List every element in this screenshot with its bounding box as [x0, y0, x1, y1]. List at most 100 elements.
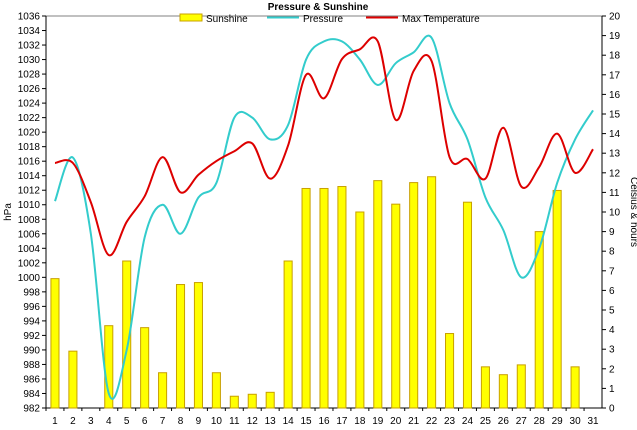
right-tick-label: 4	[609, 325, 615, 336]
left-tick-label: 1036	[18, 12, 41, 23]
right-tick-label: 6	[609, 286, 615, 297]
sunshine-bar	[552, 189, 562, 409]
right-tick-label: 10	[609, 208, 621, 219]
right-tick-label: 14	[609, 129, 621, 140]
sunshine-bar	[427, 176, 437, 409]
left-tick-label: 1016	[18, 157, 41, 168]
left-tick-label: 994	[23, 316, 40, 327]
x-tick-label: 24	[462, 416, 474, 427]
left-tick-label: 990	[23, 345, 40, 356]
x-tick-label: 21	[408, 416, 420, 427]
left-tick-label: 1028	[18, 70, 41, 81]
sunshine-bar	[68, 350, 78, 409]
x-tick-label: 23	[444, 416, 456, 427]
sunshine-bar	[391, 203, 401, 409]
left-tick-label: 1004	[18, 244, 41, 255]
sunshine-bar	[462, 201, 473, 409]
x-tick-label: 31	[587, 416, 599, 427]
right-tick-label: 3	[609, 345, 615, 356]
right-tick-label: 17	[609, 70, 621, 81]
sunshine-bar	[247, 393, 257, 409]
left-tick-label: 1022	[18, 113, 41, 124]
x-tick-label: 18	[354, 416, 366, 427]
x-tick-label: 30	[570, 416, 582, 427]
right-tick-label: 12	[609, 168, 621, 179]
sunshine-bar	[50, 278, 60, 409]
left-tick-label: 996	[23, 302, 40, 313]
left-tick-label: 1014	[18, 171, 41, 182]
right-tick-label: 16	[609, 90, 621, 101]
sunshine-bar	[193, 282, 203, 409]
x-tick-label: 2	[70, 416, 76, 427]
left-tick-label: 1012	[18, 186, 41, 197]
sunshine-bar	[211, 372, 221, 409]
legend-pressure-label: Pressure	[303, 14, 343, 25]
left-tick-label: 1008	[18, 215, 41, 226]
left-tick-label: 1018	[18, 142, 41, 153]
x-tick-label: 5	[124, 416, 130, 427]
left-tick-label: 1026	[18, 84, 41, 95]
left-tick-label: 984	[23, 389, 40, 400]
left-tick-label: 1020	[18, 128, 41, 139]
right-tick-label: 19	[609, 31, 621, 42]
legend-sunshine-swatch	[179, 13, 203, 22]
right-tick-label: 2	[609, 364, 615, 375]
left-tick-label: 1010	[18, 200, 41, 211]
legend-sunshine-label: Sunshine	[206, 14, 248, 25]
x-tick-label: 1	[52, 416, 58, 427]
right-axis-title: Celsius & hours	[628, 177, 637, 247]
right-tick-label: 7	[609, 266, 615, 277]
right-tick-label: 1	[609, 384, 615, 395]
right-tick-label: 11	[609, 188, 620, 199]
sunshine-bar	[445, 333, 455, 409]
sunshine-bar	[319, 187, 329, 409]
x-tick-label: 10	[211, 416, 223, 427]
x-tick-label: 26	[498, 416, 510, 427]
pressure-line	[54, 34, 594, 400]
left-tick-label: 1034	[18, 26, 41, 37]
left-tick-label: 992	[23, 331, 40, 342]
right-tick-label: 5	[609, 306, 615, 317]
left-tick-label: 988	[23, 360, 40, 371]
x-tick-label: 20	[390, 416, 402, 427]
x-tick-label: 9	[196, 416, 202, 427]
x-tick-label: 17	[336, 416, 348, 427]
sunshine-bar	[480, 366, 490, 409]
right-tick-label: 15	[609, 110, 621, 121]
sunshine-bar	[498, 374, 508, 409]
x-tick-label: 13	[265, 416, 277, 427]
sunshine-bar	[175, 284, 186, 409]
left-tick-label: 1000	[18, 273, 41, 284]
left-tick-label: 998	[23, 287, 40, 298]
sunshine-bar	[409, 182, 419, 409]
x-tick-label: 3	[88, 416, 94, 427]
left-tick-label: 982	[23, 404, 40, 415]
legend-max-temperature-label: Max Temperature	[402, 14, 480, 25]
sunshine-bar	[355, 211, 365, 409]
right-tick-label: 20	[609, 12, 621, 23]
x-tick-label: 11	[229, 416, 240, 427]
sunshine-bar	[229, 395, 239, 409]
right-tick-label: 0	[609, 404, 615, 415]
sunshine-bar	[301, 187, 311, 409]
left-tick-label: 1030	[18, 55, 41, 66]
x-tick-label: 16	[318, 416, 330, 427]
sunshine-bar	[373, 180, 383, 409]
x-tick-label: 22	[426, 416, 438, 427]
sunshine-bar	[570, 366, 580, 409]
x-tick-label: 25	[480, 416, 492, 427]
sunshine-bar	[140, 327, 150, 409]
x-tick-label: 12	[247, 416, 259, 427]
right-tick-label: 8	[609, 247, 615, 258]
left-tick-label: 986	[23, 374, 40, 385]
sunshine-bar	[265, 391, 275, 409]
sunshine-bar	[534, 231, 544, 409]
sunshine-bar	[122, 260, 132, 409]
right-tick-label: 13	[609, 149, 621, 160]
x-tick-label: 4	[106, 416, 112, 427]
left-tick-label: 1006	[18, 229, 41, 240]
left-axis-title: hPa	[3, 203, 14, 221]
right-tick-label: 18	[609, 51, 621, 62]
